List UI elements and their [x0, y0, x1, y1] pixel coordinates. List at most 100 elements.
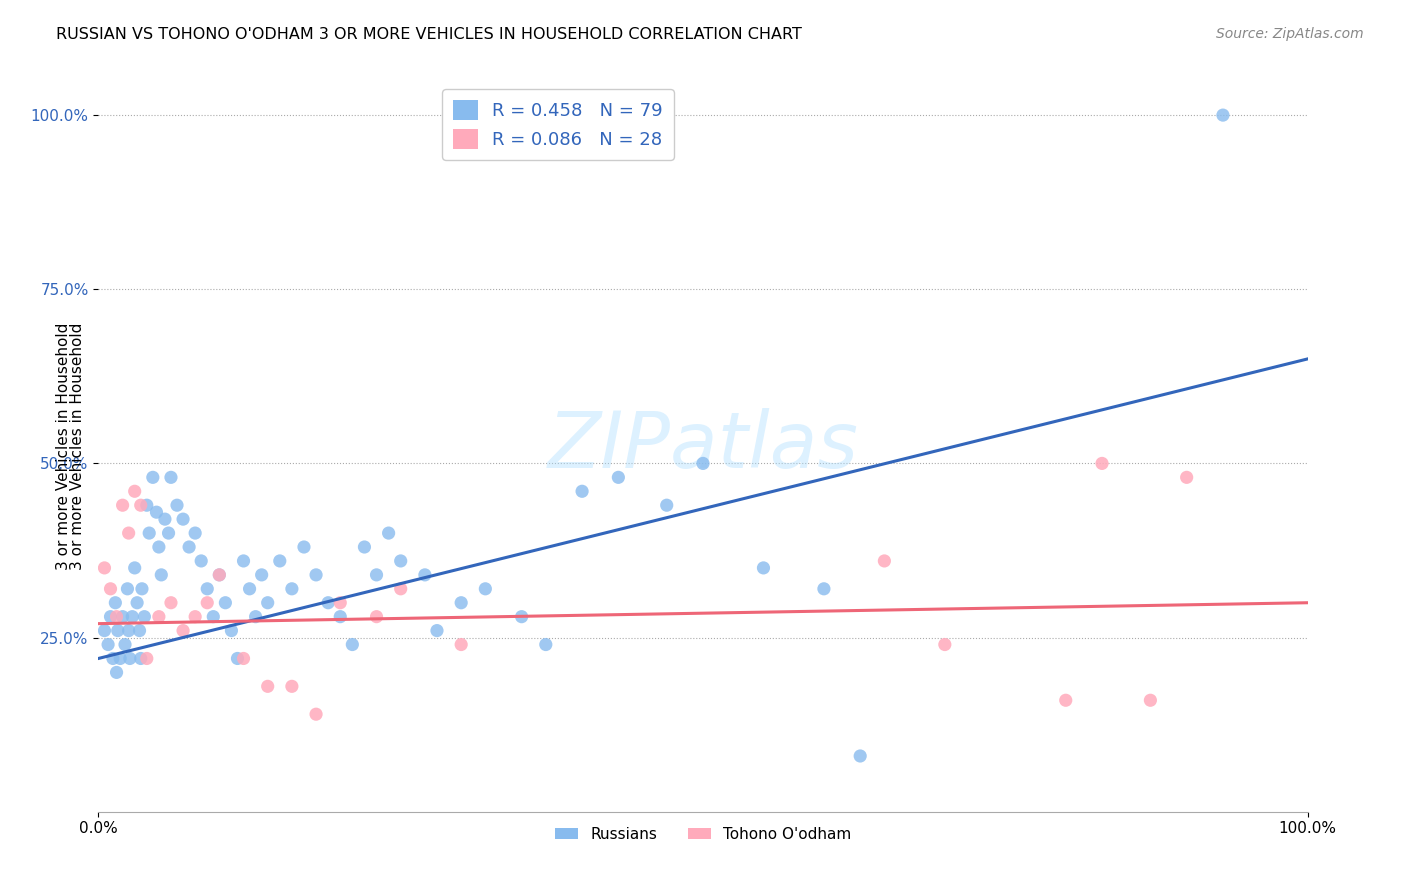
Point [1175, 470, 1198, 484]
Text: ZIPatlas: ZIPatlas [547, 408, 859, 484]
Point [148, 609, 170, 624]
Point [221, 624, 243, 638]
Point [342, 638, 364, 652]
Point [195, 582, 218, 596]
Point [97, 638, 120, 652]
Point [607, 470, 630, 484]
Point [134, 609, 156, 624]
Point [172, 512, 194, 526]
Point [232, 651, 254, 665]
Point [138, 526, 160, 541]
Point [1054, 693, 1077, 707]
Point [208, 567, 231, 582]
Point [366, 567, 388, 582]
Point [184, 609, 207, 624]
Point [250, 567, 273, 582]
Point [129, 651, 152, 665]
Legend: Russians, Tohono O'odham: Russians, Tohono O'odham [548, 821, 858, 848]
Text: Source: ZipAtlas.com: Source: ZipAtlas.com [1216, 27, 1364, 41]
Point [752, 561, 775, 575]
Point [101, 651, 124, 665]
Point [1091, 457, 1114, 471]
Point [571, 484, 593, 499]
Point [474, 582, 496, 596]
Point [93, 561, 115, 575]
Point [281, 679, 304, 693]
Point [111, 609, 134, 624]
Point [118, 624, 141, 638]
Point [510, 609, 533, 624]
Point [202, 609, 225, 624]
Point [127, 596, 149, 610]
Point [245, 609, 267, 624]
Point [129, 498, 152, 512]
Point [160, 596, 183, 610]
Point [329, 596, 352, 610]
Point [114, 638, 136, 652]
Point [226, 651, 249, 665]
Point [148, 540, 170, 554]
Point [124, 484, 146, 499]
Point [157, 526, 180, 541]
Point [124, 561, 146, 575]
Point [873, 554, 896, 568]
Point [389, 554, 412, 568]
Point [305, 567, 328, 582]
Point [450, 596, 472, 610]
Point [190, 554, 212, 568]
Text: 3 or more Vehicles in Household: 3 or more Vehicles in Household [56, 322, 70, 570]
Point [117, 582, 139, 596]
Point [150, 567, 173, 582]
Point [145, 505, 167, 519]
Point [214, 596, 236, 610]
Point [107, 624, 129, 638]
Point [239, 582, 262, 596]
Point [813, 582, 835, 596]
Point [100, 609, 122, 624]
Point [534, 638, 557, 652]
Y-axis label: 3 or more Vehicles in Household: 3 or more Vehicles in Household [69, 322, 84, 570]
Point [450, 638, 472, 652]
Point [153, 512, 176, 526]
Point [121, 609, 143, 624]
Point [111, 498, 134, 512]
Point [389, 582, 412, 596]
Point [195, 596, 218, 610]
Point [166, 498, 188, 512]
Point [353, 540, 375, 554]
Point [1139, 693, 1161, 707]
Point [179, 540, 201, 554]
Point [934, 638, 956, 652]
Point [316, 596, 339, 610]
Text: RUSSIAN VS TOHONO O'ODHAM 3 OR MORE VEHICLES IN HOUSEHOLD CORRELATION CHART: RUSSIAN VS TOHONO O'ODHAM 3 OR MORE VEHI… [56, 27, 801, 42]
Point [256, 679, 278, 693]
Point [692, 457, 714, 471]
Point [269, 554, 291, 568]
Point [305, 707, 328, 722]
Point [105, 609, 128, 624]
Point [184, 526, 207, 541]
Point [160, 470, 183, 484]
Point [377, 526, 399, 541]
Point [93, 624, 115, 638]
Point [118, 526, 141, 541]
Point [426, 624, 449, 638]
Point [329, 609, 352, 624]
Point [108, 651, 131, 665]
Point [118, 651, 141, 665]
Point [104, 596, 127, 610]
Point [256, 596, 278, 610]
Point [105, 665, 128, 680]
Point [1212, 108, 1234, 122]
Point [849, 749, 872, 764]
Point [142, 470, 165, 484]
Point [292, 540, 315, 554]
Point [281, 582, 304, 596]
Point [131, 582, 153, 596]
Point [100, 582, 122, 596]
Point [135, 498, 157, 512]
Point [128, 624, 150, 638]
Point [366, 609, 388, 624]
Point [135, 651, 157, 665]
Point [655, 498, 678, 512]
